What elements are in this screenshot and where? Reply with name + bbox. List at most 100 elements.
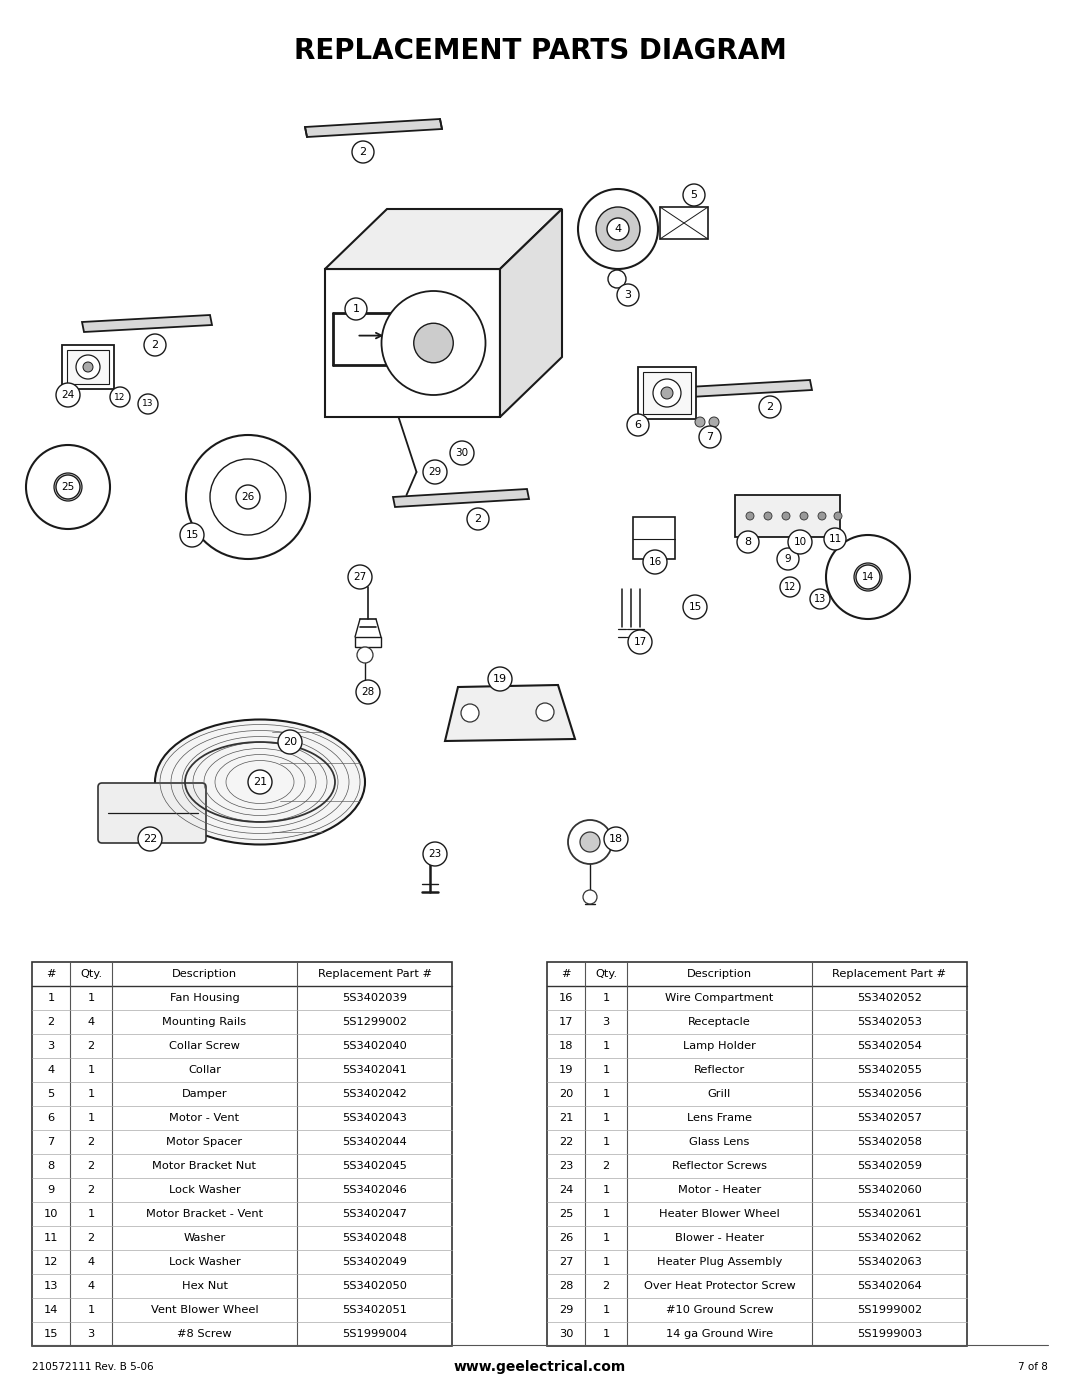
Text: 21: 21 xyxy=(558,1113,573,1123)
Text: 15: 15 xyxy=(688,602,702,612)
Text: 5: 5 xyxy=(690,190,698,200)
Bar xyxy=(355,637,381,647)
Text: 5S3402058: 5S3402058 xyxy=(858,1137,922,1147)
Polygon shape xyxy=(82,314,212,332)
Circle shape xyxy=(352,141,374,163)
Text: 13: 13 xyxy=(143,400,153,408)
Text: 5S3402063: 5S3402063 xyxy=(858,1257,922,1267)
Text: Heater Blower Wheel: Heater Blower Wheel xyxy=(659,1208,780,1220)
Circle shape xyxy=(683,595,707,619)
Text: 2: 2 xyxy=(87,1185,95,1194)
Circle shape xyxy=(810,590,831,609)
Circle shape xyxy=(812,591,828,608)
Text: 10: 10 xyxy=(44,1208,58,1220)
Circle shape xyxy=(607,218,629,240)
Text: 5S1999004: 5S1999004 xyxy=(342,1329,407,1338)
Text: 5S3402051: 5S3402051 xyxy=(342,1305,407,1315)
Text: 1: 1 xyxy=(603,1041,609,1051)
Text: 1: 1 xyxy=(603,1208,609,1220)
Text: 1: 1 xyxy=(603,1305,609,1315)
Text: 11: 11 xyxy=(828,534,841,543)
Text: 19: 19 xyxy=(492,673,508,685)
Circle shape xyxy=(788,529,812,555)
Text: 1: 1 xyxy=(352,305,360,314)
Text: Description: Description xyxy=(687,970,752,979)
Text: 12: 12 xyxy=(44,1257,58,1267)
Text: 2: 2 xyxy=(360,147,366,156)
Text: 26: 26 xyxy=(241,492,255,502)
Text: 1: 1 xyxy=(603,1234,609,1243)
Text: 26: 26 xyxy=(558,1234,573,1243)
Text: 28: 28 xyxy=(558,1281,573,1291)
Circle shape xyxy=(824,528,846,550)
Text: Description: Description xyxy=(172,970,238,979)
Text: 5S3402042: 5S3402042 xyxy=(342,1090,407,1099)
Circle shape xyxy=(138,394,158,414)
Circle shape xyxy=(854,563,882,591)
Text: Grill: Grill xyxy=(707,1090,731,1099)
Text: 22: 22 xyxy=(558,1137,573,1147)
Text: 3: 3 xyxy=(48,1041,55,1051)
Circle shape xyxy=(180,522,204,548)
Text: 5S3402044: 5S3402044 xyxy=(342,1137,407,1147)
FancyBboxPatch shape xyxy=(98,782,206,842)
Circle shape xyxy=(596,207,640,251)
Circle shape xyxy=(536,703,554,721)
Text: 5S3402050: 5S3402050 xyxy=(342,1281,407,1291)
Circle shape xyxy=(818,511,826,520)
Text: 4: 4 xyxy=(48,1065,55,1076)
Text: 2: 2 xyxy=(87,1161,95,1171)
Circle shape xyxy=(248,770,272,793)
Text: 4: 4 xyxy=(87,1281,95,1291)
Text: 23: 23 xyxy=(558,1161,573,1171)
Circle shape xyxy=(627,630,652,654)
Text: #: # xyxy=(46,970,56,979)
Text: 1: 1 xyxy=(87,1065,95,1076)
Circle shape xyxy=(56,383,80,407)
Text: 8: 8 xyxy=(48,1161,55,1171)
Text: Replacement Part #: Replacement Part # xyxy=(318,970,432,979)
Text: 4: 4 xyxy=(615,224,622,235)
Circle shape xyxy=(356,680,380,704)
Text: 5S3402052: 5S3402052 xyxy=(858,993,922,1003)
Text: 8: 8 xyxy=(744,536,752,548)
Text: 2: 2 xyxy=(767,402,773,412)
Text: 1: 1 xyxy=(87,1113,95,1123)
Text: 210572111 Rev. B 5-06: 210572111 Rev. B 5-06 xyxy=(32,1362,153,1372)
Text: 1: 1 xyxy=(603,1185,609,1194)
Text: 1: 1 xyxy=(87,1090,95,1099)
Text: 29: 29 xyxy=(558,1305,573,1315)
Text: 7 of 8: 7 of 8 xyxy=(1018,1362,1048,1372)
Text: Fan Housing: Fan Housing xyxy=(170,993,240,1003)
Text: Motor Bracket - Vent: Motor Bracket - Vent xyxy=(146,1208,264,1220)
Circle shape xyxy=(76,355,100,379)
Text: 5S3402054: 5S3402054 xyxy=(858,1041,922,1051)
Circle shape xyxy=(683,184,705,205)
Text: 1: 1 xyxy=(87,993,95,1003)
Text: 5S1999002: 5S1999002 xyxy=(856,1305,922,1315)
Text: REPLACEMENT PARTS DIAGRAM: REPLACEMENT PARTS DIAGRAM xyxy=(294,36,786,66)
Text: 5S3402057: 5S3402057 xyxy=(858,1113,922,1123)
Bar xyxy=(660,207,708,239)
Text: Replacement Part #: Replacement Part # xyxy=(833,970,946,979)
Text: 20: 20 xyxy=(283,738,297,747)
Bar xyxy=(32,963,453,1345)
Text: Glass Lens: Glass Lens xyxy=(689,1137,750,1147)
Text: 18: 18 xyxy=(558,1041,573,1051)
Text: 14 ga Ground Wire: 14 ga Ground Wire xyxy=(666,1329,773,1338)
Circle shape xyxy=(746,511,754,520)
Circle shape xyxy=(186,434,310,559)
Text: 16: 16 xyxy=(558,993,573,1003)
Circle shape xyxy=(381,291,486,395)
Circle shape xyxy=(653,379,681,407)
Text: 22: 22 xyxy=(143,834,157,844)
Text: 5S3402049: 5S3402049 xyxy=(342,1257,407,1267)
Text: 4: 4 xyxy=(87,1257,95,1267)
Text: www.geelectrical.com: www.geelectrical.com xyxy=(454,1361,626,1375)
Text: 2: 2 xyxy=(48,1017,55,1027)
Text: 16: 16 xyxy=(648,557,662,567)
Circle shape xyxy=(780,577,800,597)
Circle shape xyxy=(423,842,447,866)
Text: Mounting Rails: Mounting Rails xyxy=(162,1017,246,1027)
Text: Qty.: Qty. xyxy=(595,970,617,979)
